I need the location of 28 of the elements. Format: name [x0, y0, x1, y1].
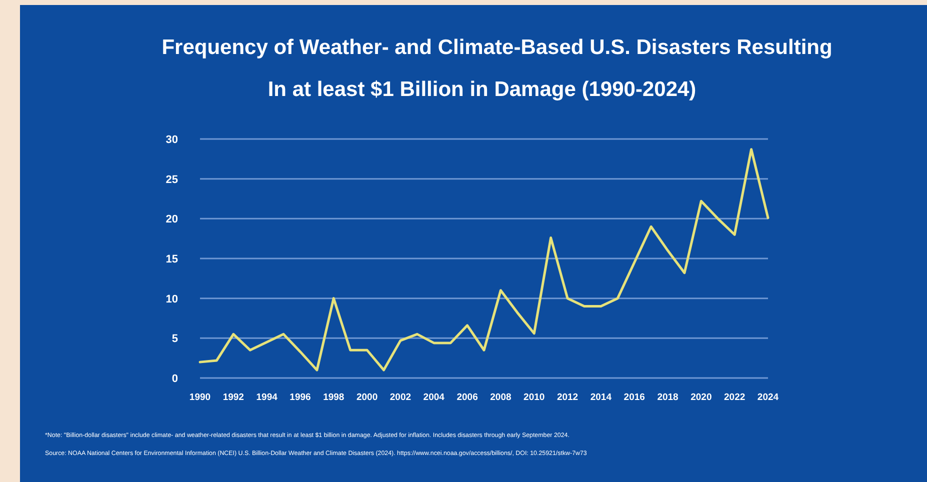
x-tick-label: 2022: [724, 392, 746, 403]
x-tick-label: 2006: [456, 392, 478, 403]
x-tick-label: 2018: [657, 392, 678, 403]
x-tick-label: 2024: [757, 392, 780, 403]
x-tick-label: 1992: [222, 392, 244, 403]
x-tick-label: 2020: [690, 392, 712, 403]
chart-subtitle: In at least $1 Billion in Damage (1990-2024): [268, 78, 696, 101]
x-tick-label: 2012: [556, 392, 578, 403]
x-tick-label: 1996: [290, 392, 311, 403]
line-series: [198, 148, 770, 372]
y-tick-label: 5: [172, 333, 178, 346]
x-tick-label: 2002: [390, 392, 412, 403]
y-tick-label: 15: [166, 254, 178, 266]
x-tick-label: 2000: [356, 392, 378, 403]
y-tick-label: 30: [166, 134, 178, 146]
y-tick-label: 0: [172, 373, 178, 385]
x-tick-label: 2016: [624, 392, 645, 403]
x-tick-label: 2014: [590, 392, 612, 403]
x-tick-label: 1994: [256, 392, 278, 403]
x-tick-label: 2008: [490, 392, 512, 403]
y-tick-label: 25: [166, 174, 178, 186]
x-tick-label: 2010: [524, 392, 545, 403]
y-tick-label: 10: [166, 293, 178, 306]
x-tick-label: 1990: [189, 392, 211, 403]
x-tick-label: 1998: [323, 392, 344, 403]
chart-title: Frequency of Weather- and Climate-Based U.S. Disasters Resulting: [162, 36, 832, 59]
y-tick-label: 20: [166, 214, 178, 226]
x-tick-label: 2004: [423, 392, 446, 403]
